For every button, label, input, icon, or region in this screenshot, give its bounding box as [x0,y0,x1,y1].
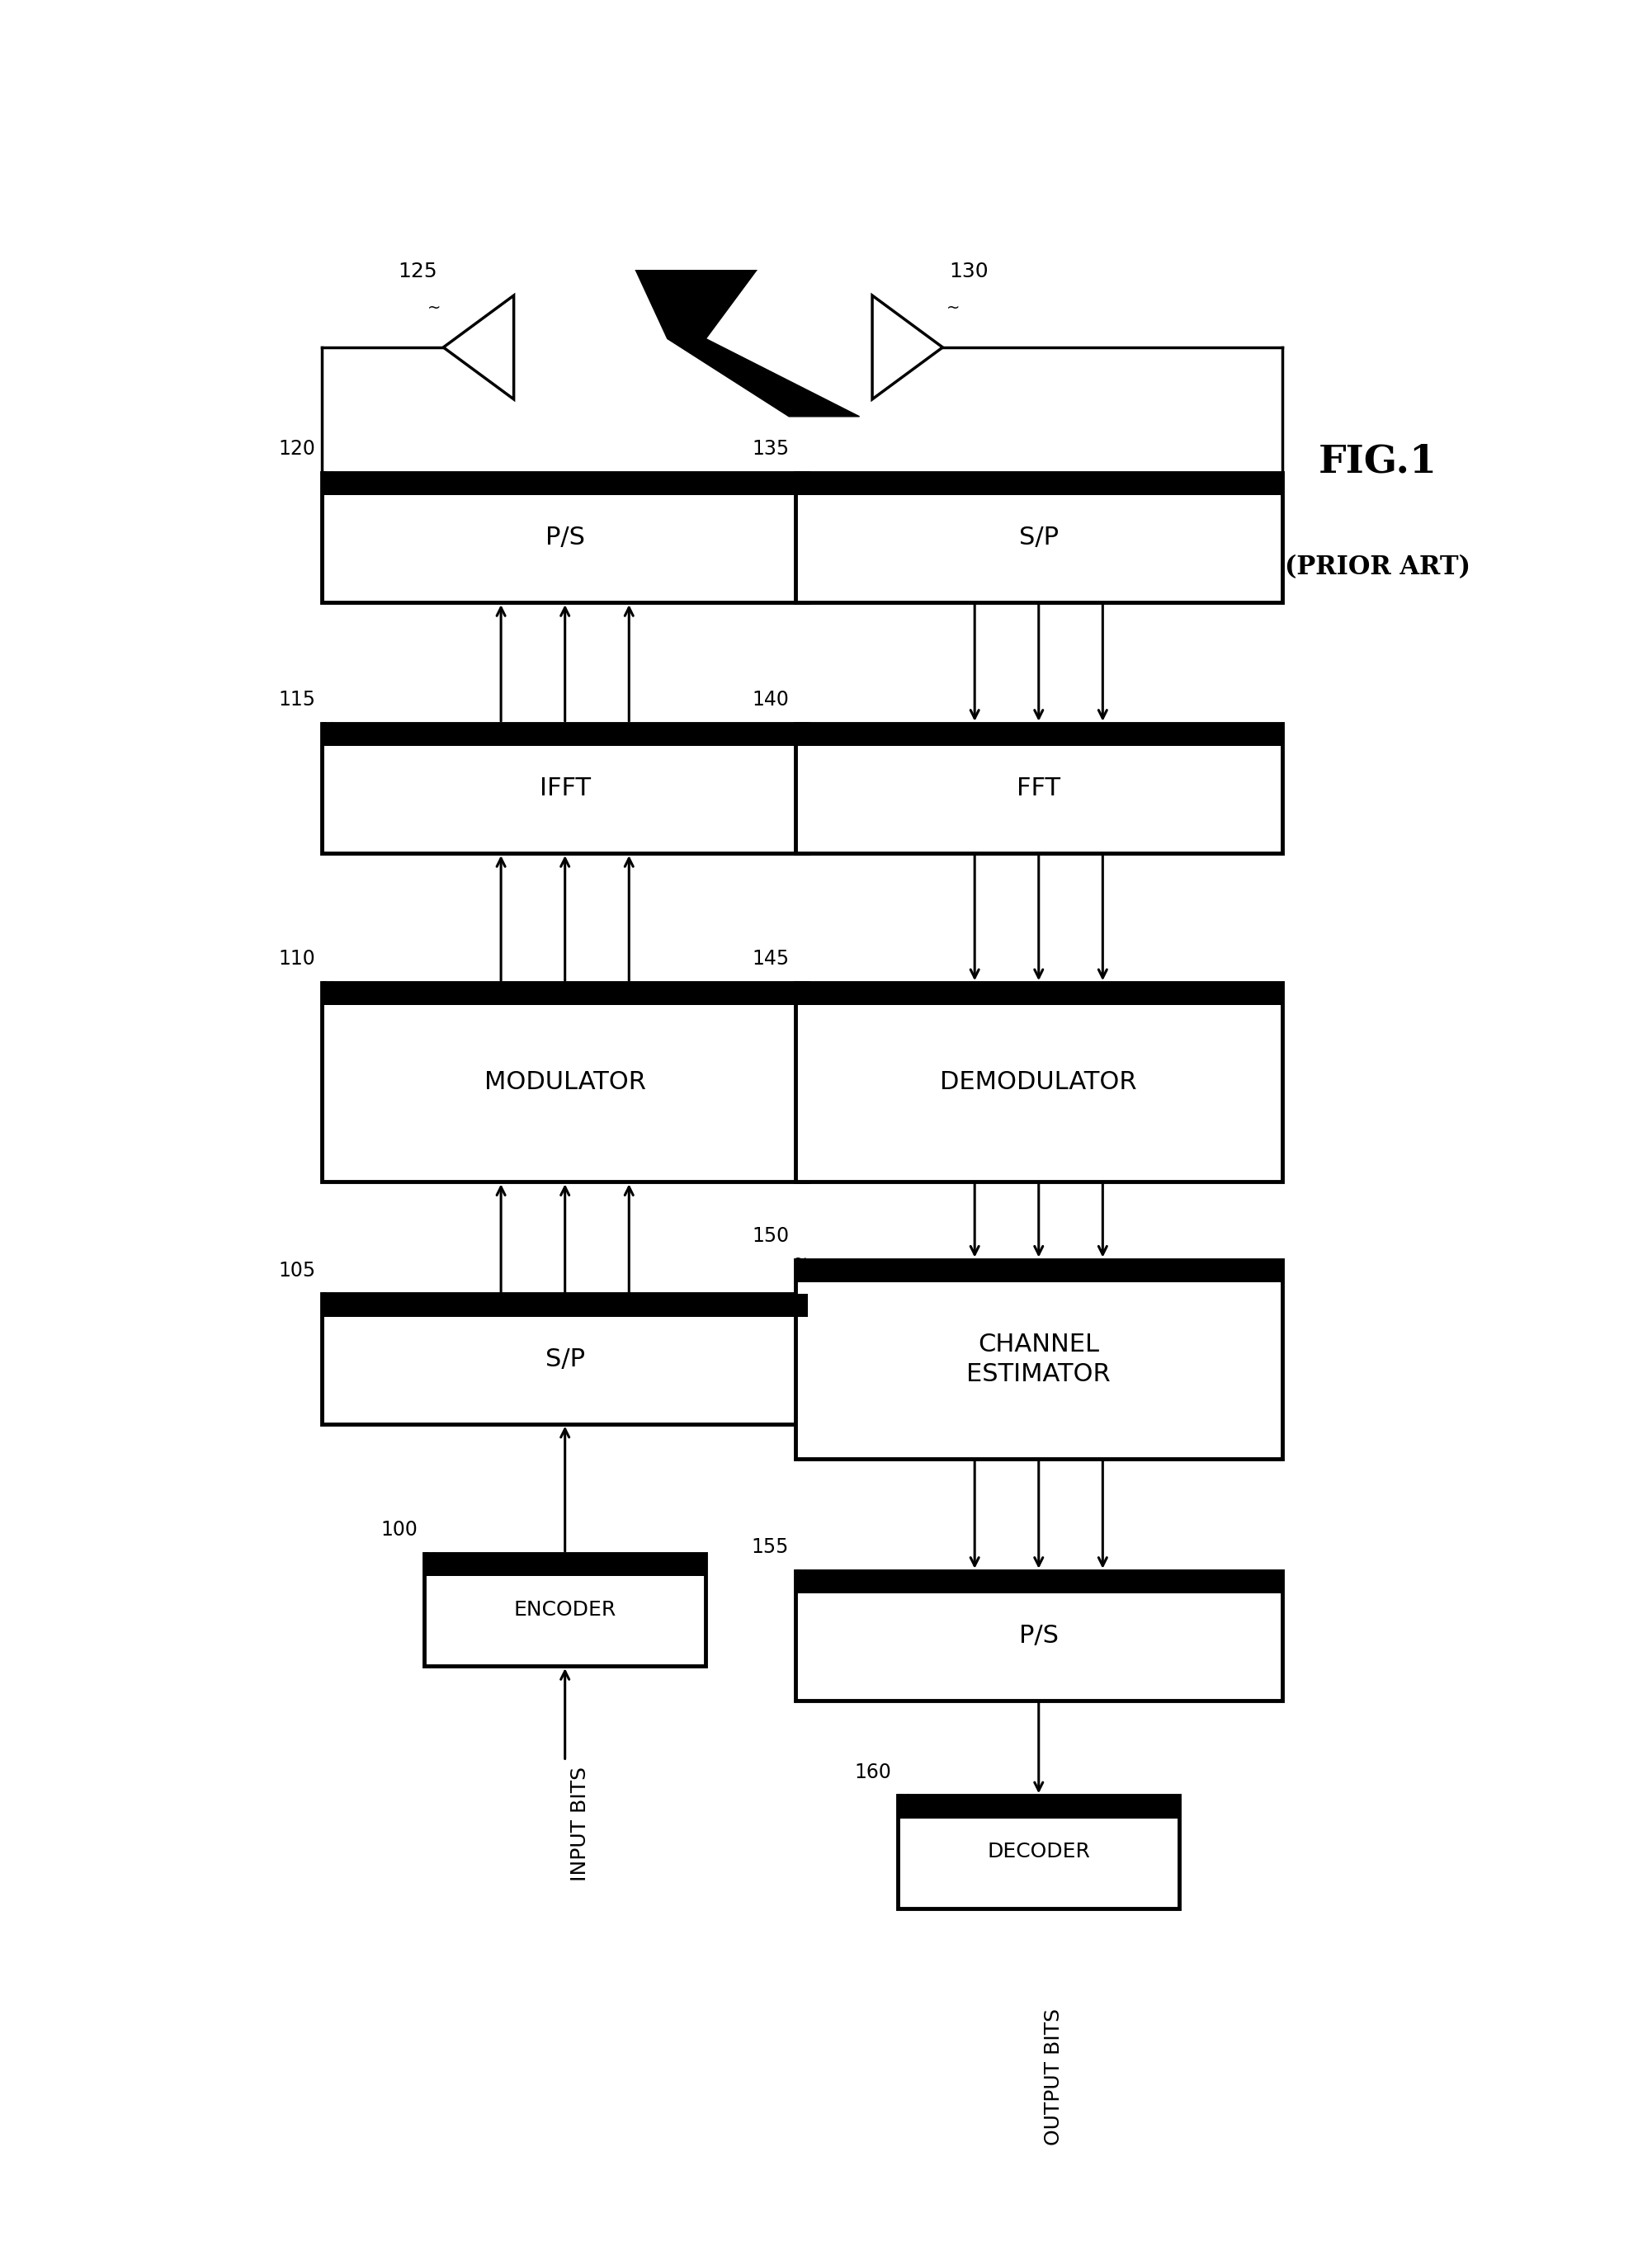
Text: ~: ~ [319,975,334,990]
Bar [322,472,808,494]
Text: DECODER: DECODER [988,1842,1090,1862]
Bar [796,723,1282,853]
Bar [322,1294,808,1316]
Bar [796,984,1282,1181]
Text: ~: ~ [319,714,334,732]
Text: P/S: P/S [545,526,585,550]
Text: ~: ~ [793,465,808,481]
Bar [425,1554,705,1577]
Text: 150: 150 [752,1226,790,1247]
Text: ~: ~ [319,1285,334,1303]
Text: 100: 100 [380,1521,418,1541]
Bar [322,984,808,1006]
Bar [899,1797,1180,1819]
Text: MODULATOR: MODULATOR [484,1071,646,1094]
Text: ~: ~ [793,1563,808,1579]
Text: 105: 105 [278,1260,316,1280]
Text: 130: 130 [948,263,988,281]
Text: ENCODER: ENCODER [514,1599,616,1619]
Text: 160: 160 [854,1763,892,1781]
Text: P/S: P/S [1019,1624,1059,1649]
Text: ~: ~ [895,1788,910,1804]
Text: ~: ~ [793,1251,808,1267]
Text: 120: 120 [278,438,316,458]
Text: 115: 115 [278,690,316,710]
Polygon shape [636,270,859,416]
Text: DEMODULATOR: DEMODULATOR [940,1071,1137,1094]
Bar [796,1260,1282,1458]
Text: ~: ~ [428,301,441,317]
Bar [796,984,1282,1006]
Text: IFFT: IFFT [540,777,590,800]
Text: 140: 140 [752,690,790,710]
Bar [322,723,808,853]
Text: 125: 125 [398,263,436,281]
Text: 110: 110 [279,950,316,968]
Bar [796,1570,1282,1700]
Text: CHANNEL
ESTIMATOR: CHANNEL ESTIMATOR [966,1332,1110,1386]
Polygon shape [443,296,514,400]
Text: 145: 145 [752,950,790,968]
Bar [322,984,808,1181]
Bar [425,1554,705,1667]
Bar [322,1294,808,1424]
Text: S/P: S/P [1019,526,1059,550]
Text: 155: 155 [752,1536,790,1556]
Text: ~: ~ [947,301,960,317]
Bar [796,1570,1282,1592]
Bar [322,723,808,746]
Text: ~: ~ [793,975,808,990]
Bar [899,1797,1180,1909]
Bar [796,723,1282,746]
Text: S/P: S/P [545,1348,585,1370]
Text: 135: 135 [752,438,790,458]
Bar [796,472,1282,602]
Bar [322,472,808,602]
Bar [796,472,1282,494]
Text: FIG.1: FIG.1 [1318,442,1437,481]
Text: INPUT BITS: INPUT BITS [570,1765,590,1882]
Text: (PRIOR ART): (PRIOR ART) [1285,555,1470,579]
Text: FFT: FFT [1018,777,1061,800]
Text: OUTPUT BITS: OUTPUT BITS [1044,2008,1064,2145]
Text: ~: ~ [319,465,334,481]
Polygon shape [872,296,943,400]
Bar [796,1260,1282,1282]
Text: ~: ~ [793,714,808,732]
Text: ~: ~ [421,1545,436,1561]
